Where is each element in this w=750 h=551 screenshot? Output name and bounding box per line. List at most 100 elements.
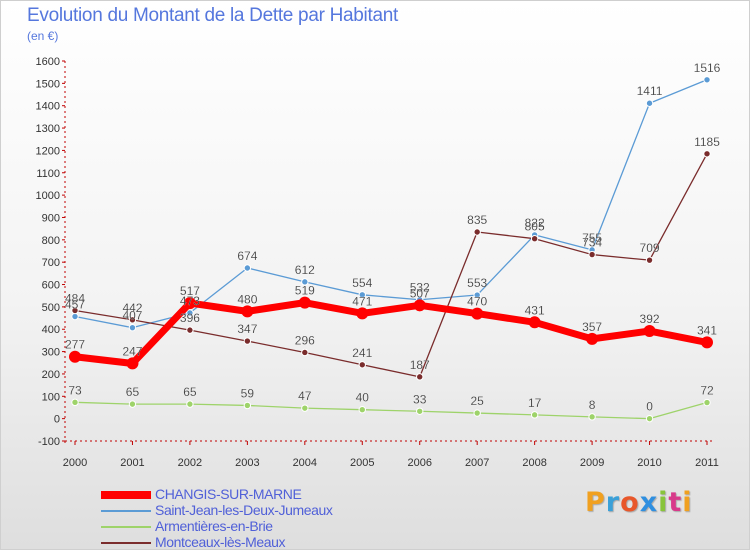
x-tick-label: 2010 (637, 457, 661, 469)
data-label: 835 (467, 213, 487, 227)
data-point (243, 337, 252, 345)
data-point (128, 323, 137, 332)
legend-label: CHANGIS-SUR-MARNE (155, 486, 302, 502)
data-label: 484 (65, 291, 85, 305)
data-point (298, 296, 311, 309)
data-point (588, 413, 596, 421)
data-point (645, 256, 654, 264)
data-label: 241 (352, 346, 372, 360)
legend-label: Armentières-en-Brie (155, 518, 273, 534)
data-label: 187 (410, 358, 430, 372)
data-point (530, 411, 539, 419)
data-label: 25 (471, 394, 485, 408)
logo-letter: t (668, 487, 683, 518)
logo-letter: i (682, 487, 693, 518)
y-tick-label: -100 (38, 436, 60, 448)
data-label: 473 (180, 294, 200, 308)
y-tick-label: 1400 (36, 101, 60, 113)
data-point (473, 228, 481, 236)
x-tick-label: 2003 (235, 457, 259, 469)
series-line (74, 401, 708, 420)
data-point (183, 297, 196, 310)
data-point (301, 348, 309, 357)
data-label: 755 (582, 231, 602, 245)
data-label: 65 (183, 385, 197, 399)
legend-item: CHANGIS-SUR-MARNE (101, 487, 333, 503)
data-label: 612 (295, 263, 315, 277)
data-label: 65 (126, 385, 140, 399)
data-point (301, 404, 309, 412)
x-tick-label: 2006 (407, 457, 431, 469)
y-tick-label: 1600 (36, 56, 60, 68)
data-label: 1516 (694, 61, 721, 75)
legend-swatch (101, 526, 151, 528)
data-point (588, 250, 596, 259)
chart-legend: CHANGIS-SUR-MARNE Saint-Jean-les-Deux-Jum… (101, 487, 333, 551)
legend-item: Montceaux-lès-Meaux (101, 535, 333, 551)
data-point (645, 99, 654, 107)
data-label: 457 (65, 297, 85, 311)
data-point (241, 305, 254, 318)
data-label: 431 (525, 303, 545, 317)
data-point (416, 373, 424, 381)
legend-label: Montceaux-lès-Meaux (155, 534, 286, 550)
data-label: 357 (582, 320, 602, 334)
legend-swatch (101, 491, 151, 499)
data-point (358, 361, 366, 369)
y-tick-label: 1500 (36, 78, 60, 90)
data-point (69, 350, 81, 363)
data-label: 47 (298, 389, 312, 403)
series-line (74, 79, 708, 329)
data-point (530, 235, 539, 243)
data-label: 507 (410, 286, 430, 300)
data-label: 709 (640, 241, 660, 255)
y-tick-label: 600 (42, 280, 60, 292)
y-tick-label: 300 (42, 347, 60, 359)
logo-letter: P (585, 487, 606, 518)
data-point (473, 409, 481, 417)
data-point (243, 264, 252, 272)
data-point (358, 291, 366, 299)
data-label: 73 (68, 383, 82, 397)
data-label: 554 (352, 276, 372, 290)
data-label: 407 (122, 309, 142, 323)
x-tick-label: 2004 (293, 457, 317, 469)
data-label: 33 (413, 392, 427, 406)
data-label: 532 (410, 281, 430, 295)
proxiti-logo: Proxiti (585, 487, 693, 518)
logo-letter: x (639, 487, 659, 518)
legend-item: Saint-Jean-les-Deux-Jumeaux (101, 503, 333, 519)
logo-letter: o (620, 487, 640, 518)
data-point (301, 278, 309, 286)
data-point (358, 406, 366, 414)
data-label: 59 (241, 386, 255, 400)
data-label: 471 (352, 294, 372, 308)
y-tick-label: 100 (42, 391, 60, 403)
y-tick-label: 0 (54, 414, 60, 426)
data-label: 822 (525, 216, 545, 230)
data-label: 347 (237, 322, 257, 336)
data-label: 8 (589, 398, 596, 412)
legend-label: Saint-Jean-les-Deux-Jumeaux (155, 502, 333, 518)
x-tick-label: 2000 (63, 457, 87, 469)
legend-swatch (101, 542, 151, 544)
data-point (186, 309, 194, 317)
data-point (645, 414, 654, 423)
data-point (416, 407, 424, 415)
data-point (128, 316, 137, 324)
data-label: 470 (467, 295, 487, 309)
y-tick-label: 800 (42, 235, 60, 247)
data-label: 1411 (637, 84, 663, 98)
legend-item: Armentières-en-Brie (101, 519, 333, 535)
data-point (186, 326, 194, 334)
data-label: 519 (295, 284, 315, 298)
x-tick-label: 2005 (350, 457, 374, 469)
data-label: 805 (525, 220, 545, 234)
data-point (128, 400, 137, 408)
data-point (413, 299, 426, 312)
y-tick-label: 1300 (36, 123, 60, 135)
x-tick-label: 2009 (580, 457, 604, 469)
data-point (528, 316, 541, 329)
data-label: 296 (295, 333, 315, 347)
